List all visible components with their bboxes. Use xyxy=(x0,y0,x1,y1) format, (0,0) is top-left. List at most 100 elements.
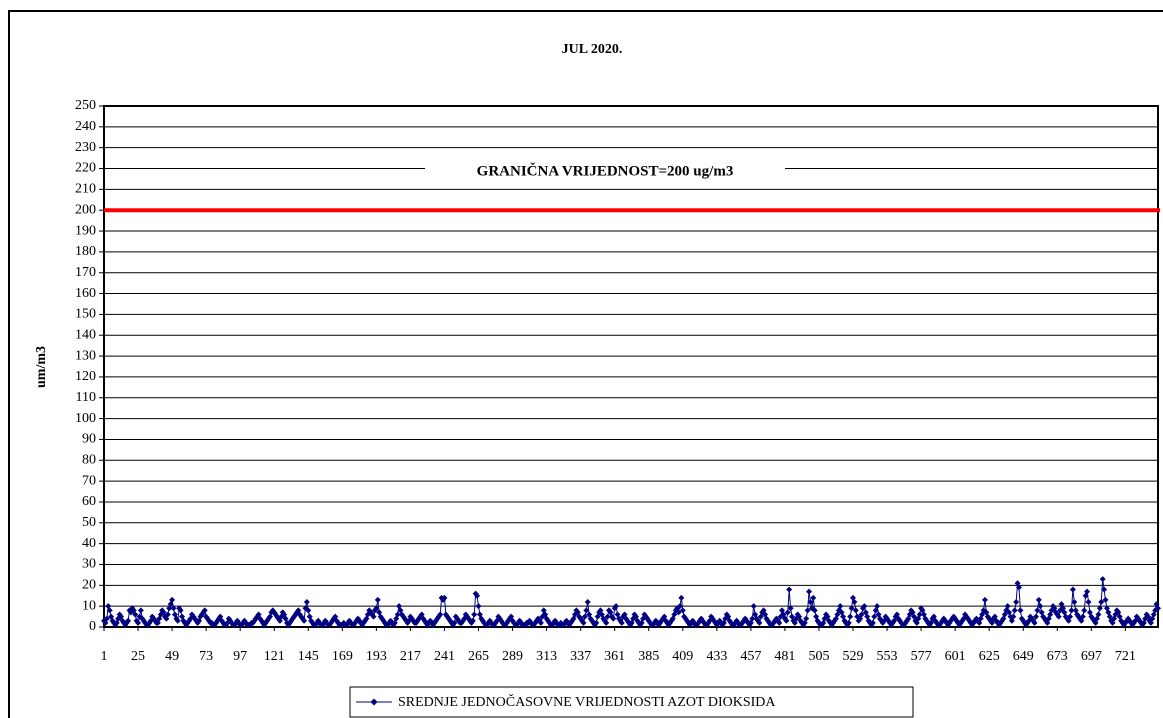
y-tick-label: 210 xyxy=(75,182,96,197)
data-point xyxy=(132,611,139,618)
data-point xyxy=(1102,596,1109,603)
y-tick-label: 250 xyxy=(75,98,96,113)
x-tick-label: 313 xyxy=(536,649,557,664)
data-point xyxy=(1081,607,1088,614)
x-tick-label: 433 xyxy=(706,649,727,664)
threshold-label: GRANIČNA VRIJEDNOST=200 ug/m3 xyxy=(477,163,734,180)
data-point xyxy=(676,603,683,610)
data-point xyxy=(858,611,865,618)
data-point xyxy=(1084,588,1091,595)
legend-label: SREDNJE JEDNOČASOVNE VRIJEDNOSTI AZOT DI… xyxy=(398,693,776,710)
x-tick-label: 1 xyxy=(101,649,108,664)
x-tick-label: 289 xyxy=(502,649,523,664)
data-point xyxy=(583,607,590,614)
y-tick-label: 30 xyxy=(82,557,96,572)
data-point xyxy=(803,615,810,622)
data-point xyxy=(874,603,881,610)
data-point xyxy=(1098,598,1105,605)
data-point xyxy=(137,607,144,614)
data-point xyxy=(618,619,625,626)
y-tick-label: 180 xyxy=(75,244,96,259)
data-point xyxy=(437,611,444,618)
x-tick-label: 337 xyxy=(570,649,591,664)
data-point xyxy=(1071,598,1078,605)
data-point xyxy=(851,598,858,605)
data-point xyxy=(845,619,852,626)
data-point xyxy=(1013,598,1020,605)
data-point xyxy=(784,609,791,616)
x-tick-label: 97 xyxy=(233,649,247,664)
y-tick-label: 110 xyxy=(76,390,96,405)
outer-frame xyxy=(8,10,1163,718)
data-point xyxy=(783,617,790,624)
data-point xyxy=(756,619,763,626)
x-tick-label: 505 xyxy=(808,649,829,664)
data-point xyxy=(787,605,794,612)
data-point xyxy=(370,613,377,620)
data-point xyxy=(678,594,685,601)
data-point xyxy=(1034,607,1041,614)
legend-marker xyxy=(370,698,378,706)
data-point xyxy=(593,619,600,626)
data-point xyxy=(106,607,113,614)
legend-box xyxy=(349,686,914,718)
data-point xyxy=(1067,613,1074,620)
y-axis-title: um/m3 xyxy=(34,346,49,388)
data-point xyxy=(1068,607,1075,614)
y-tick-label: 60 xyxy=(82,494,96,509)
data-point xyxy=(1018,615,1025,622)
data-point xyxy=(1017,607,1024,614)
x-tick-label: 193 xyxy=(366,649,387,664)
data-point xyxy=(749,615,756,622)
x-tick-label: 361 xyxy=(604,649,625,664)
plot-area xyxy=(104,106,1158,627)
data-point xyxy=(169,596,176,603)
data-point xyxy=(475,603,482,610)
data-point xyxy=(806,588,813,595)
data-point xyxy=(581,613,588,620)
data-point xyxy=(847,613,854,620)
data-point xyxy=(679,607,686,614)
y-tick-label: 20 xyxy=(82,578,96,593)
y-tick-label: 170 xyxy=(75,265,96,280)
threshold-label-box xyxy=(425,160,785,185)
x-tick-label: 241 xyxy=(434,649,455,664)
x-tick-label: 625 xyxy=(979,649,1000,664)
data-point xyxy=(804,607,811,614)
data-point xyxy=(394,611,401,618)
data-point xyxy=(871,613,878,620)
data-point xyxy=(103,615,110,622)
x-tick-label: 121 xyxy=(264,649,285,664)
data-point xyxy=(1101,586,1108,593)
data-point xyxy=(135,619,142,626)
data-point xyxy=(1033,613,1040,620)
y-tick-label: 80 xyxy=(82,452,96,467)
data-point xyxy=(603,619,610,626)
data-point xyxy=(1037,603,1044,610)
y-tick-label: 70 xyxy=(82,473,96,488)
data-point xyxy=(613,603,620,610)
x-tick-label: 601 xyxy=(945,649,966,664)
data-point xyxy=(1096,605,1103,612)
y-tick-label: 50 xyxy=(82,515,96,530)
data-point xyxy=(1010,613,1017,620)
data-point xyxy=(1155,605,1161,612)
data-point xyxy=(916,611,923,618)
data-point xyxy=(675,609,682,616)
data-point xyxy=(1085,598,1092,605)
data-point xyxy=(981,596,988,603)
data-point xyxy=(604,613,611,620)
data-point xyxy=(301,617,308,624)
data-point xyxy=(164,611,171,618)
x-tick-label: 457 xyxy=(740,649,761,664)
chart-title: JUL 2020. xyxy=(562,42,623,57)
data-point xyxy=(1099,576,1106,583)
data-point xyxy=(584,598,591,605)
data-point xyxy=(1095,611,1102,618)
data-point xyxy=(537,619,544,626)
data-point xyxy=(471,611,478,618)
data-point xyxy=(807,598,814,605)
data-point xyxy=(848,605,855,612)
x-tick-label: 145 xyxy=(298,649,319,664)
